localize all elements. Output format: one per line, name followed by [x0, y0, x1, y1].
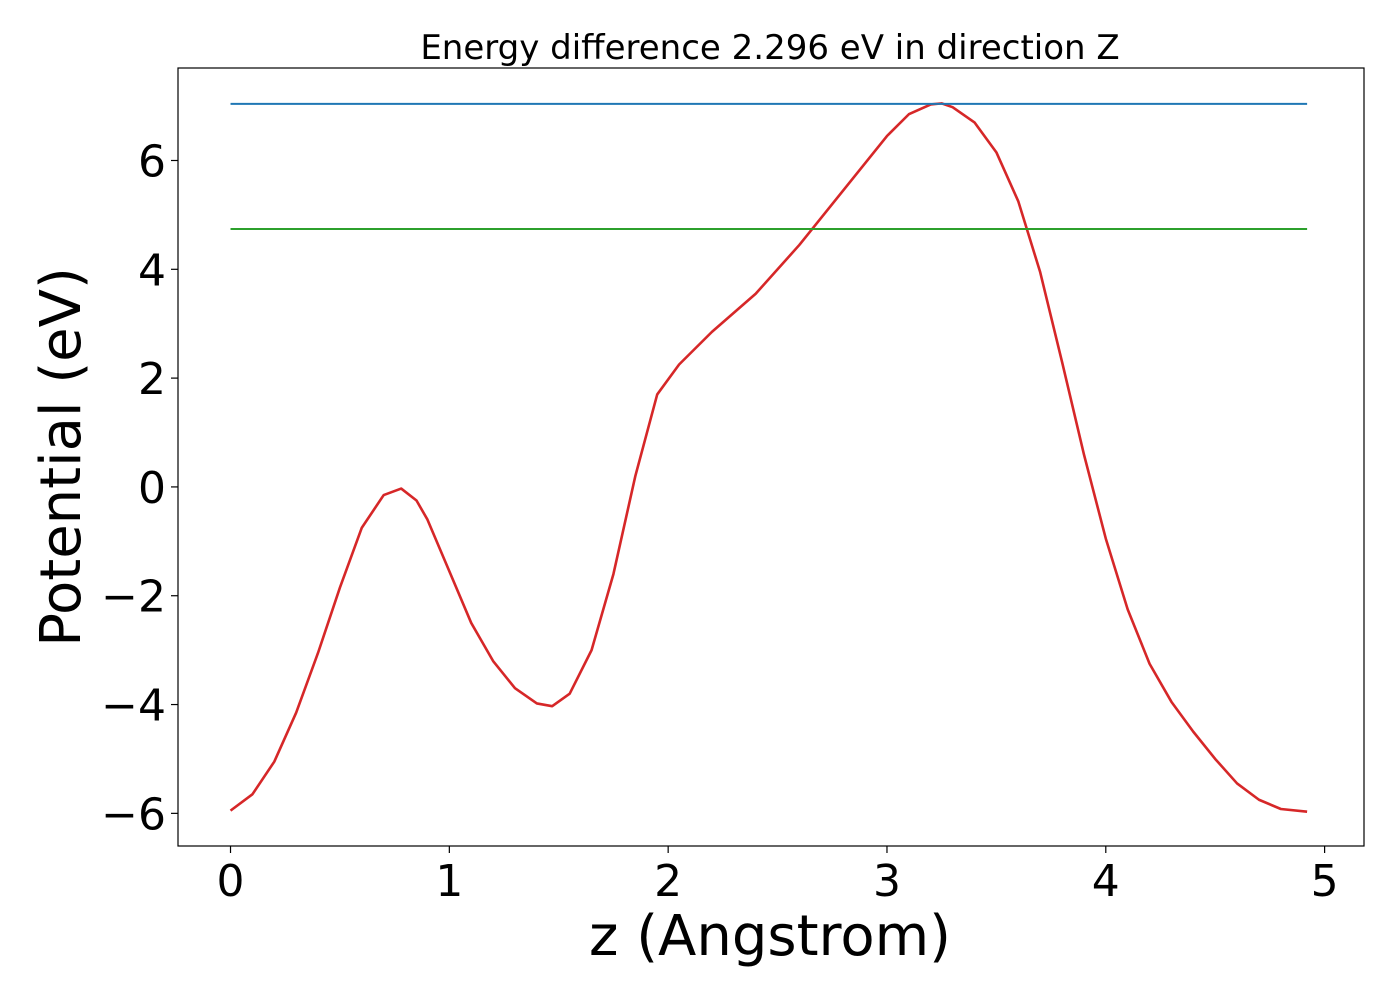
y-tick-label-3: 0 — [138, 463, 166, 514]
y-tick-label-2: −2 — [101, 572, 166, 623]
x-tick-label-4: 4 — [1092, 856, 1120, 907]
x-axis-label: z (Angstrom) — [589, 904, 951, 969]
y-tick-label-0: −6 — [101, 789, 166, 840]
series-line-1 — [229, 102, 1308, 814]
x-tick-label-5: 5 — [1311, 856, 1339, 907]
x-tick-label-0: 0 — [217, 856, 245, 907]
y-tick-label-6: 6 — [138, 136, 166, 187]
plot-area — [171, 67, 1365, 853]
y-tick-label-1: −4 — [101, 681, 166, 732]
y-axis-label: Potential (eV) — [29, 267, 94, 647]
x-tick-label-1: 1 — [435, 856, 463, 907]
y-tick-label-4: 2 — [138, 354, 166, 405]
chart-title: Energy difference 2.296 eV in direction … — [420, 28, 1119, 68]
x-tick-label-2: 2 — [654, 856, 682, 907]
plot-frame — [177, 67, 1365, 847]
x-tick-label-3: 3 — [873, 856, 901, 907]
y-tick-label-5: 4 — [138, 245, 166, 296]
